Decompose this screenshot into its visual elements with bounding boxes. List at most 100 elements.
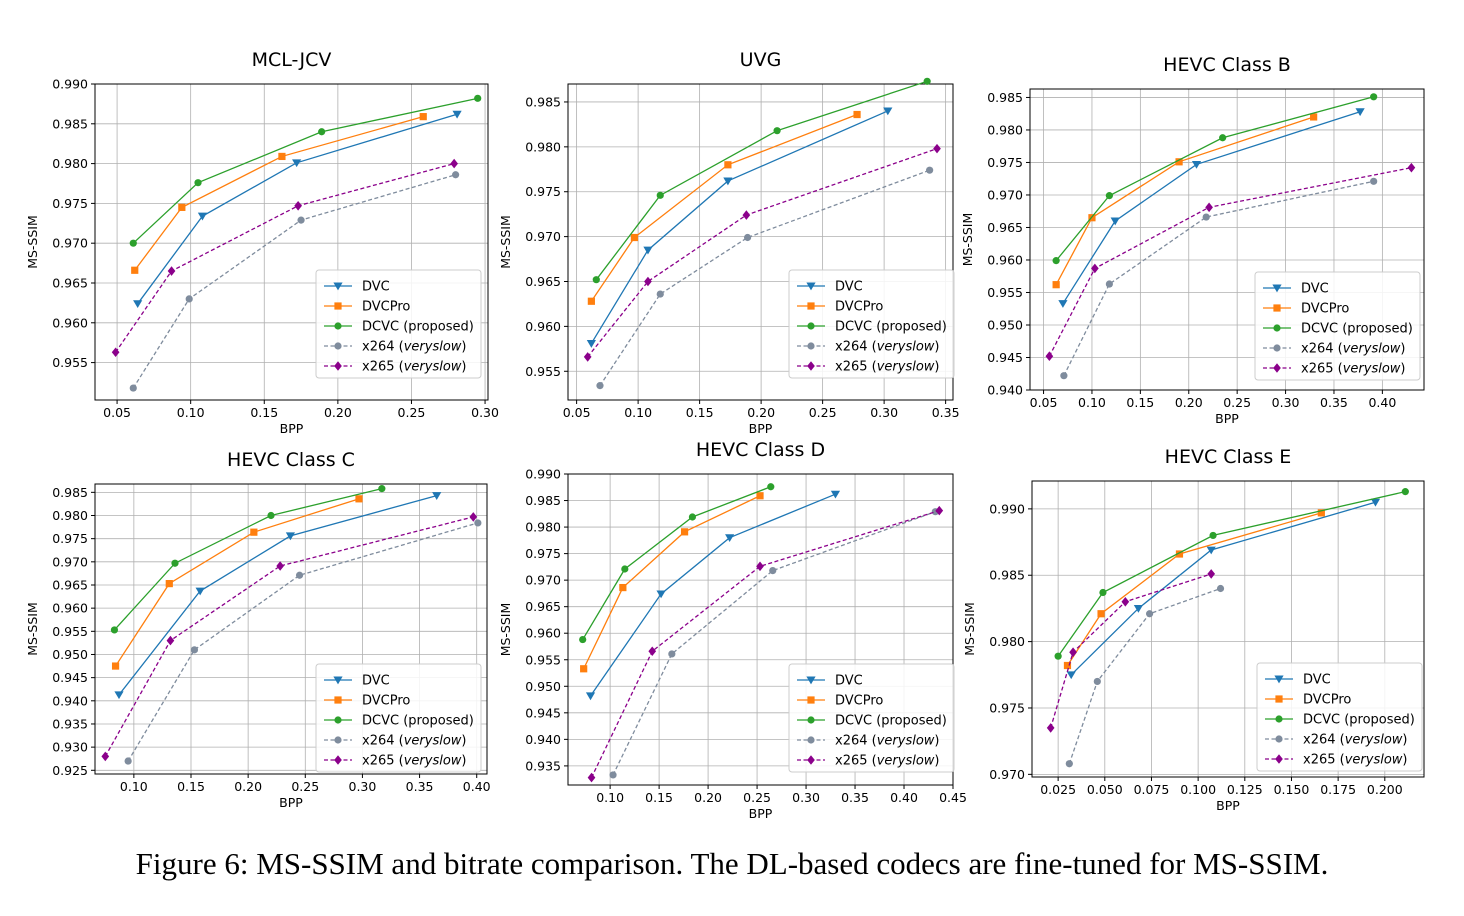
series-line	[599, 169, 930, 386]
data-point	[185, 295, 193, 303]
data-point	[131, 266, 139, 274]
series-x264	[124, 519, 482, 765]
y-tick-label: 0.985	[987, 90, 1023, 105]
y-tick-label: 0.985	[525, 94, 561, 109]
x-tick-label: 0.40	[1368, 395, 1396, 410]
data-point	[853, 110, 861, 119]
series-line	[590, 110, 889, 344]
data-point	[267, 511, 275, 520]
data-point	[1146, 610, 1154, 618]
legend-marker	[1273, 324, 1281, 332]
data-point	[680, 528, 689, 536]
y-tick-label: 0.950	[52, 647, 88, 662]
x-axis-label: BPP	[279, 795, 303, 810]
legend-label: DVCPro	[835, 300, 883, 315]
data-point	[756, 492, 764, 500]
legend-marker	[807, 696, 815, 704]
x-tick-label: 0.25	[1223, 395, 1251, 410]
y-tick-label: 0.950	[525, 679, 561, 694]
series-x265	[101, 512, 478, 762]
series-dvc	[133, 110, 462, 309]
legend-label: DCVC (proposed)	[835, 714, 947, 729]
data-point	[197, 212, 208, 221]
data-point	[923, 77, 931, 85]
data-point	[250, 528, 258, 536]
legend-label: DVC	[835, 280, 863, 295]
series-line	[137, 113, 458, 305]
data-point	[278, 152, 286, 161]
legend-label: DVC	[362, 280, 390, 295]
series-line	[104, 516, 474, 757]
data-point	[285, 532, 296, 541]
y-tick-label: 0.965	[52, 577, 88, 592]
legend-label: x265 (veryslow)	[1301, 362, 1406, 377]
data-point	[668, 650, 676, 658]
legend-marker	[807, 361, 815, 371]
data-point	[724, 161, 732, 169]
legend-label: DVCPro	[362, 694, 410, 709]
y-tick-label: 0.970	[52, 236, 88, 251]
legend-marker	[334, 755, 342, 765]
series-dvc	[586, 107, 893, 348]
data-point	[171, 559, 179, 567]
legend-marker	[334, 696, 342, 704]
data-point	[166, 635, 175, 646]
axes-frame	[94, 83, 489, 401]
axes-frame	[567, 83, 954, 401]
y-tick-label: 0.970	[987, 187, 1023, 202]
legend-label: DVCPro	[835, 694, 883, 709]
chart-title: HEVC Class D	[696, 439, 825, 461]
y-tick-label: 0.925	[52, 763, 88, 778]
series-dcvc	[1054, 488, 1409, 660]
data-point	[1066, 671, 1076, 680]
data-point	[596, 382, 604, 390]
y-tick-label: 0.960	[52, 315, 88, 330]
data-point	[295, 571, 304, 579]
data-point	[587, 297, 595, 305]
series-x265	[111, 158, 458, 358]
series-x264	[1065, 584, 1225, 768]
x-tick-label: 0.15	[250, 405, 278, 420]
data-point	[1060, 372, 1068, 380]
y-tick-label: 0.980	[52, 508, 88, 523]
chart-panel-5: 0.10 0.15 0.20 0.25 0.30 0.35 0.40 0.45 0.935 0.9…	[498, 439, 967, 821]
legend-marker	[1273, 304, 1281, 312]
y-axis-label: MS-SSIM	[25, 215, 40, 269]
series-line	[590, 509, 940, 778]
y-tick-label: 0.955	[525, 364, 561, 379]
x-tick-label: 0.30	[349, 779, 377, 794]
series-dvc	[114, 492, 442, 700]
data-point	[933, 143, 941, 154]
x-axis-label: BPP	[749, 421, 773, 436]
y-tick-label: 0.980	[989, 634, 1025, 649]
series-line	[1063, 180, 1374, 376]
series-line	[582, 486, 772, 640]
legend-label: x264 (veryslow)	[362, 340, 467, 355]
y-tick-label: 0.990	[525, 467, 561, 482]
legend-box	[1256, 662, 1423, 772]
legend: DVC DVCPro DCVC (proposed) x264 (veryslow) x…	[315, 269, 482, 379]
legend-box	[788, 663, 955, 773]
legend-label: x265 (veryslow)	[835, 754, 940, 769]
y-tick-label: 0.990	[52, 77, 88, 92]
legend-marker	[807, 322, 815, 330]
y-tick-label: 0.955	[987, 285, 1023, 300]
y-tick-label: 0.945	[987, 350, 1023, 365]
data-point	[419, 113, 427, 121]
y-tick-label: 0.980	[52, 156, 88, 171]
data-point	[688, 513, 697, 521]
legend: DVC DVCPro DCVC (proposed) x264 (veryslow) x…	[788, 269, 955, 379]
data-point	[725, 534, 735, 543]
data-point	[630, 233, 639, 242]
data-point	[167, 266, 176, 276]
y-tick-label: 0.965	[525, 274, 561, 289]
legend-marker	[806, 676, 816, 685]
data-point	[648, 646, 657, 657]
y-tick-label: 0.985	[52, 116, 88, 131]
data-point	[1175, 158, 1183, 166]
data-point	[643, 246, 653, 255]
y-tick-label: 0.980	[525, 139, 561, 154]
y-tick-label: 0.940	[52, 693, 88, 708]
legend-label: DVC	[1303, 673, 1331, 688]
